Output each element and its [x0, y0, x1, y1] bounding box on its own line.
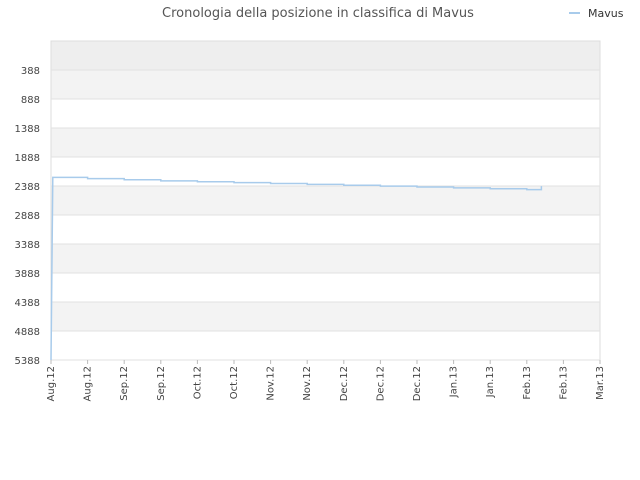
plot-band — [51, 99, 600, 128]
y-tick-label: 5388 — [15, 356, 40, 367]
y-tick-label: 1888 — [15, 153, 40, 164]
y-tick-label: 1388 — [15, 124, 40, 135]
plot-band — [51, 302, 600, 331]
legend: Mavus — [569, 7, 624, 20]
x-tick-label: Jan.13 — [485, 366, 496, 398]
y-tick-label: 4888 — [15, 327, 40, 338]
y-tick-label: 888 — [21, 95, 40, 106]
x-tick-label: Oct.12 — [229, 366, 240, 399]
x-tick-label: Dec.12 — [375, 366, 386, 401]
x-axis-ticks: Aug.12 Aug.12 Sep.12 Sep.12 Oct.12 Oct.12 Nov.… — [46, 360, 606, 401]
plot-band — [51, 273, 600, 302]
x-tick-label: Sep.12 — [156, 366, 167, 401]
x-tick-label: Dec.12 — [412, 366, 423, 401]
plot-band — [51, 157, 600, 186]
plot-band — [51, 244, 600, 273]
plot-band — [51, 186, 600, 215]
x-tick-label: Mar.13 — [595, 366, 606, 400]
x-tick-label: Jan.13 — [449, 366, 460, 398]
x-tick-label: Nov.12 — [302, 366, 313, 401]
y-tick-label: 4388 — [15, 298, 40, 309]
x-tick-label: Aug.12 — [46, 366, 57, 401]
x-tick-label: Feb.13 — [522, 366, 533, 400]
plot-band — [51, 41, 600, 70]
y-tick-label: 388 — [21, 66, 40, 77]
series-line-mavus — [50, 176, 543, 361]
x-tick-label: Aug.12 — [83, 366, 94, 401]
y-tick-label: 3888 — [15, 269, 40, 280]
legend-label-mavus: Mavus — [588, 7, 624, 20]
y-axis-ticks: 388 888 1388 1888 2388 2888 3388 3888 4388 4888 53… — [15, 66, 40, 367]
y-tick-label: 2388 — [15, 182, 40, 193]
plot-band — [51, 70, 600, 99]
x-tick-label: Oct.12 — [192, 366, 203, 399]
y-tick-label: 2888 — [15, 211, 40, 222]
y-tick-label: 3388 — [15, 240, 40, 251]
series-lines — [50, 176, 543, 361]
x-tick-label: Feb.13 — [558, 366, 569, 400]
x-tick-label: Nov.12 — [266, 366, 277, 401]
plot-background — [50, 40, 601, 361]
x-tick-label: Sep.12 — [119, 366, 130, 401]
plot-band — [51, 331, 600, 360]
x-tick-label: Dec.12 — [339, 366, 350, 401]
gridlines — [51, 69, 600, 361]
chart-title: Cronologia della posizione in classifica… — [162, 6, 474, 21]
plot-band — [51, 215, 600, 244]
plot-band — [51, 128, 600, 157]
